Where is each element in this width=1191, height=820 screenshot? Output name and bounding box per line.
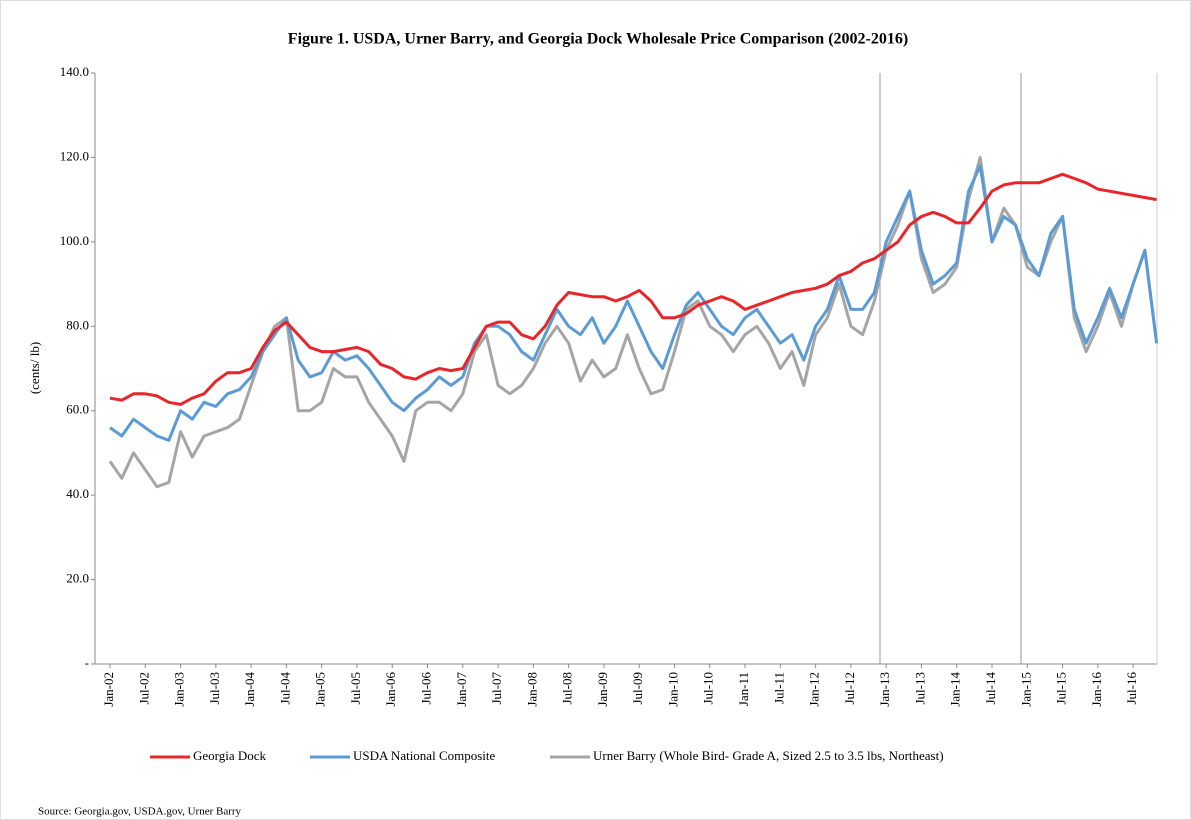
x-tick-label: Jul-09	[630, 672, 645, 705]
legend-label: Georgia Dock	[193, 748, 267, 763]
y-axis-label: (cents/ lb)	[27, 342, 42, 394]
x-tick-label: Jan-14	[948, 672, 963, 707]
y-tick-label: 100.0	[60, 233, 89, 248]
x-tick-label: Jan-10	[665, 672, 680, 707]
series-line	[109, 172, 1157, 406]
x-tick-label: Jul-12	[842, 672, 857, 705]
x-tick-label: Jan-03	[172, 672, 187, 707]
x-tick-label: Jul-15	[1054, 672, 1069, 705]
x-tick-label: Jul-05	[348, 672, 363, 705]
x-tick-label: Jul-13	[912, 672, 927, 705]
x-tick-label: Jul-14	[983, 672, 998, 705]
x-tick-label: Jan-13	[877, 672, 892, 707]
y-tick-label: 20.0	[66, 571, 89, 586]
y-tick-label: -	[85, 655, 89, 670]
x-tick-label: Jan-06	[383, 672, 398, 707]
y-tick-label: 80.0	[66, 317, 89, 332]
x-tick-label: Jul-02	[136, 672, 151, 705]
y-tick-label: 140.0	[60, 64, 89, 79]
x-tick-label: Jan-04	[242, 672, 257, 707]
x-tick-label: Jan-07	[454, 672, 469, 707]
source-note: Source: Georgia.gov, USDA.gov, Urner Bar…	[38, 806, 242, 818]
y-tick-label: 60.0	[66, 402, 89, 417]
x-tick-label: Jul-03	[207, 672, 222, 705]
x-tick-label: Jan-05	[313, 672, 328, 707]
chart-title: Figure 1. USDA, Urner Barry, and Georgia…	[288, 31, 908, 48]
x-tick-label: Jan-15	[1018, 672, 1033, 707]
x-tick-label: Jul-16	[1124, 672, 1139, 705]
legend-label: USDA National Composite	[353, 748, 496, 763]
x-tick-label: Jan-09	[595, 672, 610, 707]
x-tick-label: Jan-08	[524, 672, 539, 707]
x-tick-label: Jul-11	[771, 672, 786, 704]
x-tick-label: Jul-07	[489, 672, 504, 705]
x-tick-label: Jul-06	[419, 672, 434, 705]
legend-label: Urner Barry (Whole Bird- Grade A, Sized …	[593, 748, 944, 763]
y-tick-label: 120.0	[60, 148, 89, 163]
x-tick-label: Jul-10	[701, 672, 716, 705]
y-tick-label: 40.0	[66, 486, 89, 501]
x-tick-label: Jul-04	[277, 672, 292, 705]
x-tick-label: Jan-16	[1089, 672, 1104, 707]
x-tick-label: Jul-08	[560, 672, 575, 705]
series-line	[109, 164, 1159, 442]
x-tick-label: Jan-11	[736, 672, 751, 706]
x-tick-label: Jan-12	[807, 672, 822, 707]
x-tick-label: Jan-02	[101, 672, 116, 707]
